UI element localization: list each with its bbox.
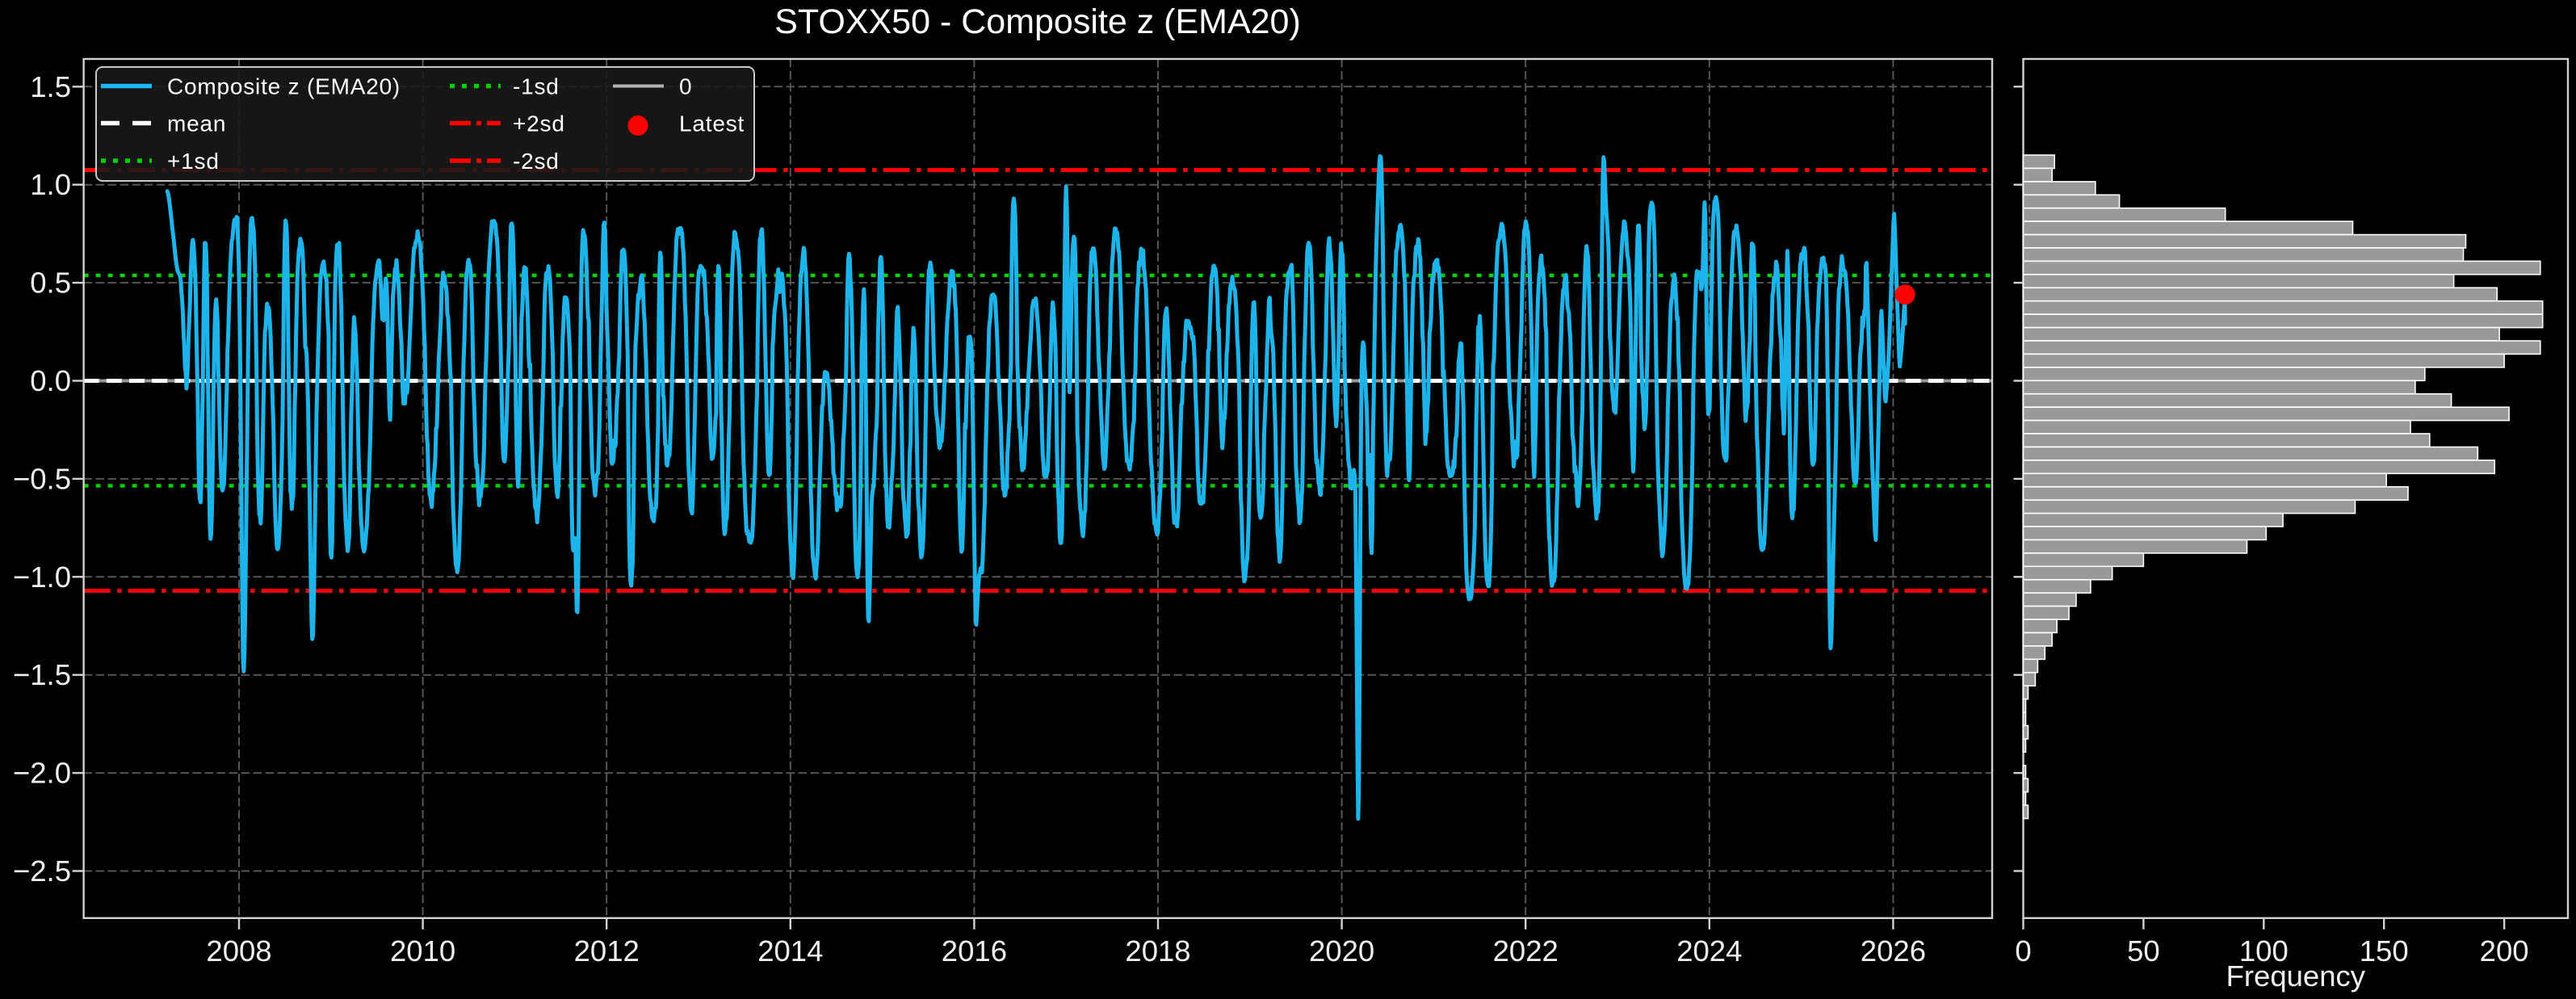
svg-text:−0.5: −0.5 — [13, 462, 71, 495]
svg-text:−1.0: −1.0 — [13, 560, 71, 594]
svg-text:+2sd: +2sd — [513, 111, 565, 136]
svg-text:mean: mean — [167, 111, 226, 136]
svg-text:2018: 2018 — [1125, 934, 1190, 968]
svg-text:2022: 2022 — [1493, 934, 1559, 968]
svg-text:−1.5: −1.5 — [13, 658, 71, 691]
svg-text:2012: 2012 — [574, 934, 640, 968]
svg-text:0.5: 0.5 — [30, 267, 71, 300]
svg-text:2008: 2008 — [206, 934, 271, 968]
svg-text:Frequency: Frequency — [2226, 959, 2366, 993]
svg-text:50: 50 — [2127, 934, 2160, 968]
svg-text:+1sd: +1sd — [167, 149, 220, 174]
svg-text:100: 100 — [2239, 934, 2289, 968]
svg-text:1.0: 1.0 — [30, 168, 71, 201]
svg-text:0: 0 — [679, 74, 692, 99]
svg-text:2016: 2016 — [942, 934, 1007, 968]
svg-text:Latest: Latest — [679, 111, 745, 136]
svg-text:-1sd: -1sd — [513, 74, 560, 99]
svg-text:1.5: 1.5 — [30, 70, 71, 103]
svg-text:150: 150 — [2360, 934, 2409, 968]
svg-text:2026: 2026 — [1861, 934, 1926, 968]
svg-text:0: 0 — [2015, 934, 2031, 968]
svg-text:−2.5: −2.5 — [13, 854, 71, 888]
svg-text:−2.0: −2.0 — [13, 757, 71, 790]
svg-text:0.0: 0.0 — [30, 364, 71, 397]
svg-text:STOXX50 - Composite z (EMA20): STOXX50 - Composite z (EMA20) — [774, 2, 1301, 41]
svg-text:200: 200 — [2480, 934, 2529, 968]
svg-text:2020: 2020 — [1309, 934, 1374, 968]
svg-text:-2sd: -2sd — [513, 149, 560, 174]
svg-text:2024: 2024 — [1676, 934, 1742, 968]
svg-text:Composite z (EMA20): Composite z (EMA20) — [167, 74, 401, 99]
svg-text:2014: 2014 — [757, 934, 823, 968]
svg-text:2010: 2010 — [390, 934, 455, 968]
